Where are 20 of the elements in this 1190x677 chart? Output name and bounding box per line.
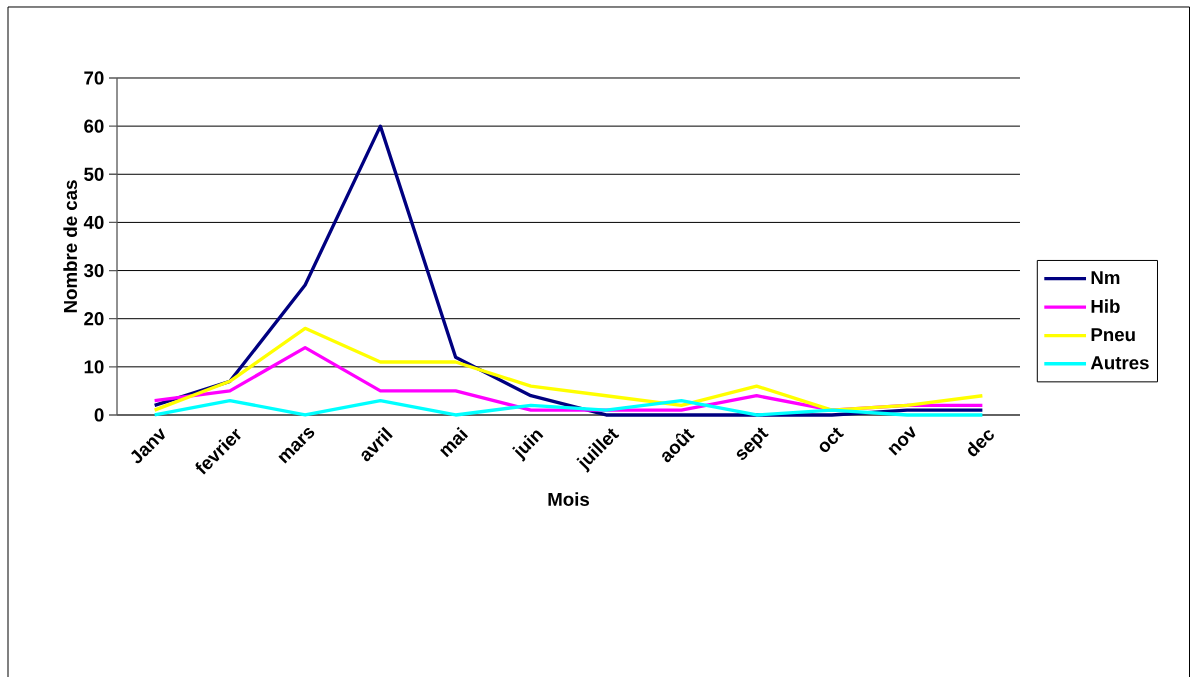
y-tick-label: 70 [84, 71, 104, 85]
y-tick-label: 20 [84, 312, 104, 326]
y-tick-label: 0 [94, 408, 104, 422]
x-tick-label: oct [819, 427, 844, 453]
legend-label: Autres [1090, 356, 1149, 370]
x-axis-title: Mois [548, 492, 590, 506]
legend-label: Nm [1091, 271, 1120, 284]
y-axis-title: Nombre de cas [63, 180, 78, 313]
x-tick-label: nov [888, 426, 916, 456]
line-series [152, 326, 985, 412]
y-tick-label: 40 [83, 215, 104, 230]
y-tick-label: 50 [84, 167, 104, 181]
legend-label: Hib [1091, 299, 1120, 314]
y-tick-label: 30 [83, 263, 104, 278]
line-series [152, 398, 985, 417]
y-tick-label: 60 [84, 119, 104, 133]
y-tick-label: 10 [84, 360, 104, 374]
x-tick-label: mai [440, 426, 469, 458]
legend-label: Pneu [1091, 328, 1135, 342]
x-tick-label: dec [968, 430, 994, 457]
